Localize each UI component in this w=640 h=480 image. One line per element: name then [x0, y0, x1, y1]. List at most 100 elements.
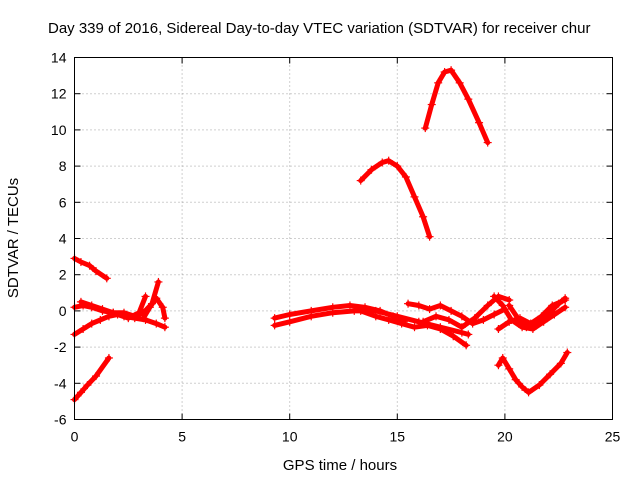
- data-series: [70, 66, 572, 404]
- data-point: [158, 303, 167, 312]
- data-point: [457, 323, 466, 332]
- data-point: [498, 353, 507, 362]
- data-point: [419, 212, 428, 221]
- data-point: [130, 312, 139, 321]
- data-point: [328, 303, 337, 312]
- y-axis-label: SDTVAR / TECUs: [5, 178, 22, 298]
- data-point: [410, 192, 419, 201]
- data-point: [154, 277, 163, 286]
- data-point: [524, 388, 533, 397]
- series-arc-9: [356, 306, 471, 350]
- grid: [74, 57, 613, 420]
- data-point: [436, 325, 445, 333]
- data-point: [139, 314, 148, 323]
- data-point: [285, 317, 294, 326]
- series-line: [72, 355, 112, 403]
- series-arc-16: [356, 156, 434, 241]
- data-point: [152, 294, 161, 303]
- y-tick-label: 14: [51, 50, 67, 66]
- data-point: [87, 301, 96, 310]
- series-line: [140, 295, 168, 321]
- data-point: [494, 361, 503, 370]
- data-point: [444, 315, 453, 324]
- data-point: [421, 124, 430, 133]
- data-point: [546, 370, 555, 379]
- data-point: [76, 388, 85, 397]
- data-point: [427, 100, 436, 109]
- data-point: [410, 323, 419, 332]
- data-point: [270, 321, 279, 330]
- data-point: [554, 299, 563, 308]
- data-point: [479, 315, 488, 324]
- data-point: [490, 310, 499, 319]
- data-point: [104, 353, 113, 362]
- data-point: [455, 78, 464, 87]
- data-point: [367, 165, 376, 174]
- data-point: [449, 332, 458, 341]
- data-point: [543, 310, 552, 319]
- data-point: [393, 162, 402, 171]
- data-point: [440, 67, 449, 76]
- series-arc-2: [70, 353, 113, 404]
- data-point: [425, 305, 434, 314]
- data-point: [425, 232, 434, 241]
- data-point: [447, 306, 456, 315]
- data-point: [102, 274, 111, 283]
- data-point: [432, 312, 441, 321]
- series-arc-6: [139, 294, 169, 323]
- y-tick-label: 8: [59, 158, 67, 174]
- data-point: [535, 381, 544, 390]
- data-point: [483, 138, 492, 147]
- data-point: [490, 292, 499, 301]
- data-point: [397, 319, 406, 328]
- data-point: [356, 176, 365, 185]
- x-tick-label: 20: [497, 429, 513, 445]
- data-point: [462, 341, 471, 350]
- y-tick-label: 6: [59, 194, 67, 210]
- data-point: [270, 314, 279, 323]
- data-point: [423, 321, 432, 330]
- data-point: [434, 78, 443, 87]
- data-point: [522, 323, 531, 332]
- data-point: [483, 301, 492, 310]
- series-line: [405, 301, 508, 327]
- x-axis-label: GPS time / hours: [283, 457, 397, 474]
- data-point: [436, 301, 445, 310]
- series-arc-5: [76, 277, 163, 321]
- x-tick-label: 5: [178, 429, 186, 445]
- y-tick-label: -4: [54, 375, 67, 391]
- data-point: [85, 261, 94, 270]
- data-point: [285, 310, 294, 319]
- data-point: [505, 364, 514, 373]
- data-point: [511, 375, 520, 384]
- data-point: [109, 308, 118, 317]
- data-point: [470, 314, 479, 323]
- data-point: [141, 292, 150, 301]
- data-point: [76, 297, 85, 306]
- data-point: [505, 301, 514, 310]
- series-line: [422, 67, 491, 146]
- data-point: [513, 314, 522, 323]
- data-point: [464, 95, 473, 104]
- data-point: [96, 315, 105, 324]
- data-point: [87, 319, 96, 328]
- data-point: [518, 382, 527, 391]
- data-point: [457, 312, 466, 321]
- data-point: [160, 314, 169, 323]
- data-point: [92, 267, 101, 276]
- data-point: [384, 156, 393, 165]
- series-arc-17: [421, 66, 492, 147]
- series-arc-1: [70, 254, 111, 283]
- data-point: [371, 312, 380, 321]
- series-line: [495, 350, 570, 395]
- data-point: [376, 306, 385, 315]
- axis-ticks: 0 5 10 15 20 25 -6 -4 -2 0 2 4 6 8 10 12 14: [51, 50, 621, 445]
- x-tick-label: 15: [390, 429, 406, 445]
- data-point: [384, 315, 393, 324]
- x-tick-label: 0: [71, 429, 79, 445]
- data-point: [345, 301, 354, 310]
- data-point: [533, 317, 542, 326]
- data-point: [414, 301, 423, 310]
- data-point: [83, 381, 92, 390]
